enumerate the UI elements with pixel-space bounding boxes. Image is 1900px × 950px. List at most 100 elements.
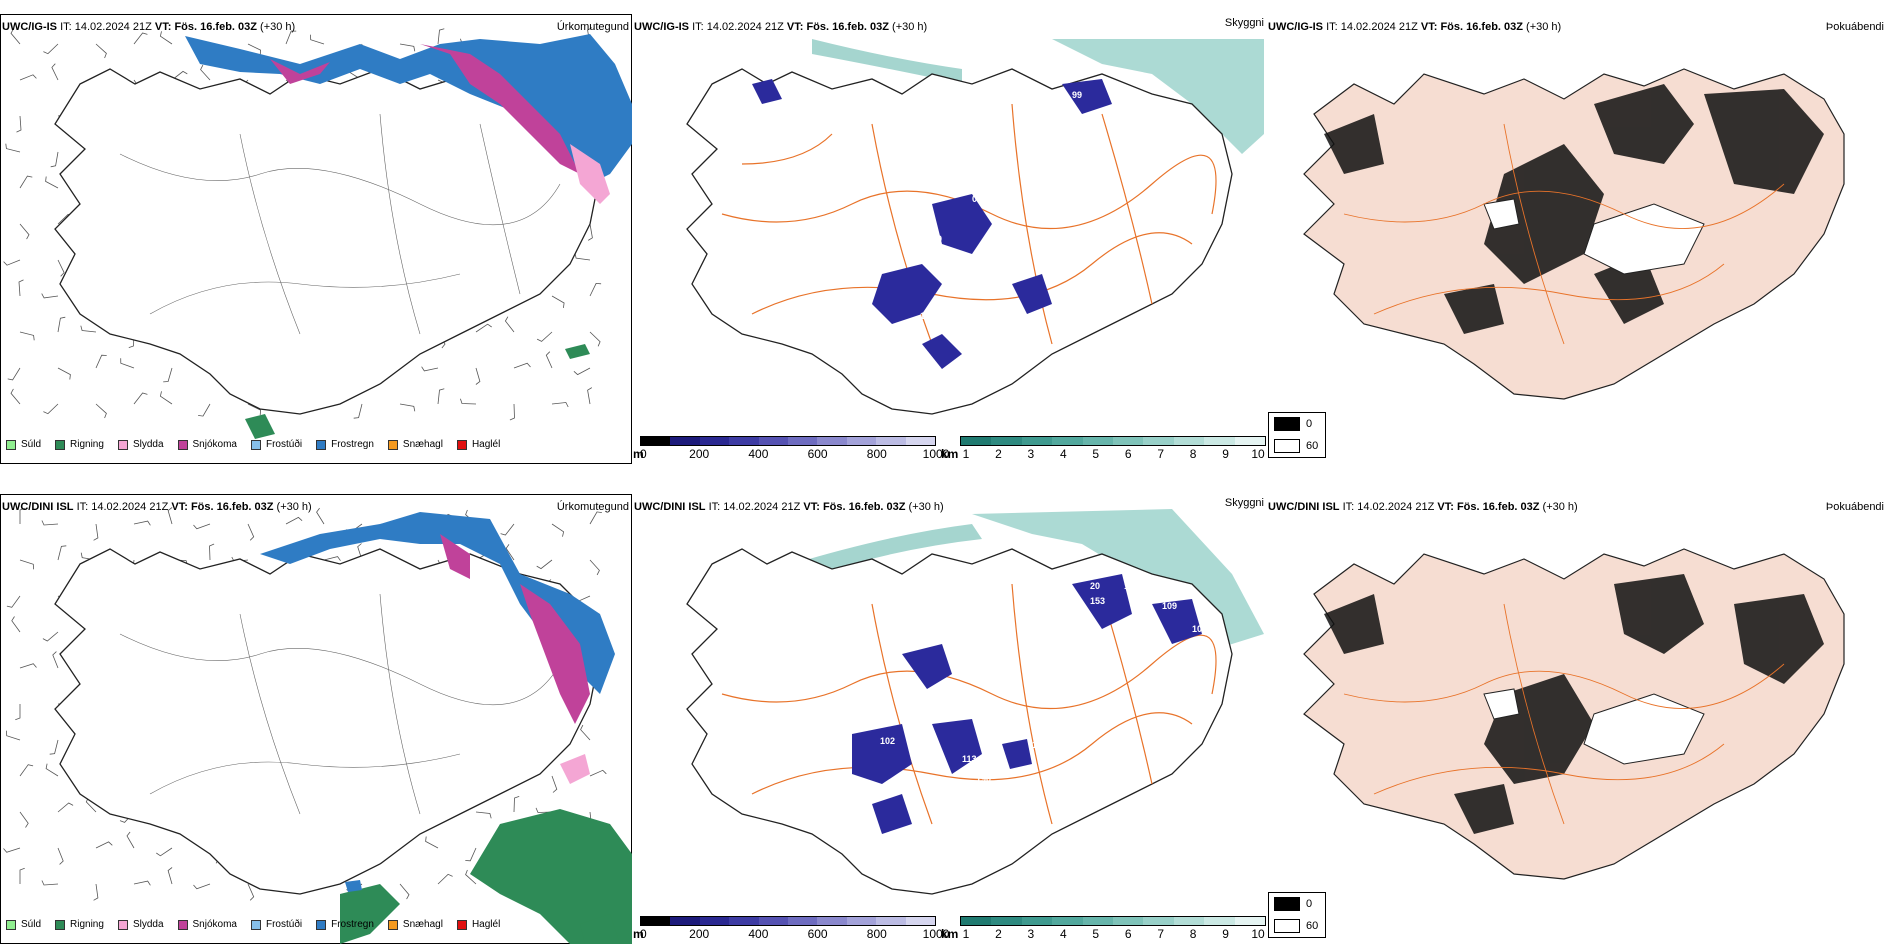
ceiling-map-row2: 20 122 153 109 140 107 228 56 106 82 102 107 12 113 19… — [686, 509, 1264, 895]
wind-barb — [18, 279, 24, 297]
precip-legend-item: Slydda — [117, 919, 164, 930]
visibility-unit-row1: km — [941, 447, 959, 461]
precip-freezing-rain-s — [345, 880, 362, 892]
cloud-base-value: 34 — [932, 832, 942, 842]
visibility-tick-label: 3 — [1027, 927, 1035, 941]
wind-barb — [193, 883, 211, 890]
visibility-tick-label: 4 — [1059, 927, 1067, 941]
roads-orange — [721, 103, 1217, 345]
ceiling-color-step — [699, 917, 730, 925]
panel-title-fog-row2: Þokuábendi — [1825, 501, 1884, 513]
header-row2-precip: UWC/DINI ISL IT: 14.02.2024 21Z VT: Fös.… — [2, 501, 312, 513]
wind-barb — [353, 403, 363, 419]
wind-barb — [19, 559, 34, 570]
precip-legend-item: Haglél — [456, 919, 500, 930]
legend-swatch — [117, 919, 128, 930]
cloud-base-value: 88 — [977, 178, 987, 188]
visibility-color-step — [961, 917, 992, 925]
wind-barb — [551, 523, 565, 537]
wind-barb — [57, 367, 71, 380]
legend-label: Haglél — [471, 439, 501, 450]
cloud-base-value: 153 — [1090, 596, 1105, 606]
fog-legend-swatch — [1274, 897, 1300, 911]
wind-barb — [247, 403, 262, 416]
wind-barb — [167, 867, 173, 885]
visibility-tick-label: 1 — [962, 447, 970, 461]
fog-legend-item: 0 — [1269, 893, 1325, 915]
cloud-base-value: 228 — [967, 781, 982, 791]
legend-swatch — [6, 919, 16, 930]
visibility-tick-label: 7 — [1157, 927, 1164, 941]
legend-label: Snjókoma — [192, 439, 237, 450]
wind-barb — [16, 115, 22, 133]
wind-barb — [437, 388, 445, 405]
visibility-unit-row2: km — [941, 927, 959, 941]
precip-map-row2 — [3, 507, 632, 944]
visibility-tick-label: 2 — [995, 447, 1002, 461]
ceiling-tick-label: 800 — [866, 447, 887, 461]
cloud-base-value: 102 — [880, 736, 895, 746]
wind-barb — [310, 34, 325, 45]
ceiling-tick-label: 1000 — [922, 927, 950, 941]
legend-swatch — [316, 919, 327, 930]
visibility-color-step — [961, 437, 992, 445]
precip-legend-item: Snjókoma — [177, 919, 237, 930]
fog-dark-areas — [1324, 84, 1824, 334]
ceiling-tick-label: 1000 — [922, 447, 950, 461]
legend-swatch — [177, 439, 188, 450]
wind-barb — [545, 351, 553, 369]
header-row2-fog: UWC/DINI ISL IT: 14.02.2024 21Z VT: Fös.… — [1268, 501, 1578, 513]
wind-barb — [120, 358, 135, 369]
precip-legend-item: Frostregn — [316, 439, 374, 450]
precip-legend-item: Snæhagl — [387, 919, 443, 930]
panel-title-precip-row2: Úrkomutegund — [556, 501, 629, 513]
wind-barb — [475, 323, 492, 333]
visibility-tick-label: 9 — [1222, 927, 1229, 941]
wind-barb — [93, 523, 99, 541]
roads-grey — [119, 593, 561, 815]
visibility-color-step — [1052, 917, 1083, 925]
iceland-coastline — [54, 548, 601, 895]
wind-barb — [535, 807, 553, 813]
precip-snow-ne — [185, 34, 632, 204]
wind-barb — [19, 175, 33, 189]
ceiling-color-step — [670, 437, 700, 445]
ceiling-color-step — [641, 437, 671, 445]
ceiling-color-step — [788, 917, 818, 925]
wind-barb — [95, 403, 107, 419]
fog-legend-row1: 0 60 — [1268, 412, 1326, 458]
precip-legend-item: Slydda — [117, 439, 164, 450]
precip-panel-row2: UWC/DINI ISL IT: 14.02.2024 21Z VT: Fös.… — [0, 494, 632, 944]
visibility-tick-label: 8 — [1189, 447, 1197, 461]
wind-barb — [57, 316, 66, 333]
roads-orange — [1343, 603, 1785, 825]
wind-barb — [209, 543, 215, 561]
visibility-tick-label: 2 — [995, 927, 1002, 941]
ceiling-color-step — [670, 917, 700, 925]
panel-title-ceiling-row2: Skyggni — [1224, 497, 1264, 509]
wind-barb — [589, 769, 607, 777]
wind-barb — [285, 516, 303, 525]
ceiling-color-step — [876, 437, 906, 445]
legend-swatch — [250, 919, 261, 930]
header-row2-ceiling: UWC/DINI ISL IT: 14.02.2024 21Z VT: Fös.… — [634, 501, 944, 513]
legend-label: Slydda — [132, 919, 164, 930]
wind-barb — [551, 775, 558, 793]
precip-legend-item: Rigning — [55, 439, 104, 450]
wind-barb — [200, 64, 211, 81]
fog-map-row2 — [1303, 548, 1845, 880]
wind-barb — [163, 367, 173, 383]
visibility-tick-label: 3 — [1027, 447, 1035, 461]
ceiling-color-step — [905, 917, 936, 925]
visibility-color-step — [1204, 437, 1235, 445]
cloud-base-value: 82 — [918, 252, 928, 262]
precip-legend-item: Haglél — [456, 439, 501, 450]
cloud-base-value: 12 — [1032, 740, 1042, 750]
legend-label: Snæhagl — [402, 919, 443, 930]
wind-barb — [133, 880, 151, 886]
legend-label: Frostregn — [331, 439, 374, 450]
legend-label: Frostregn — [331, 919, 374, 930]
ceiling-tick-label: 0 — [640, 447, 647, 461]
visibility-color-step — [1204, 917, 1235, 925]
precip-frame-row2 — [0, 494, 632, 944]
